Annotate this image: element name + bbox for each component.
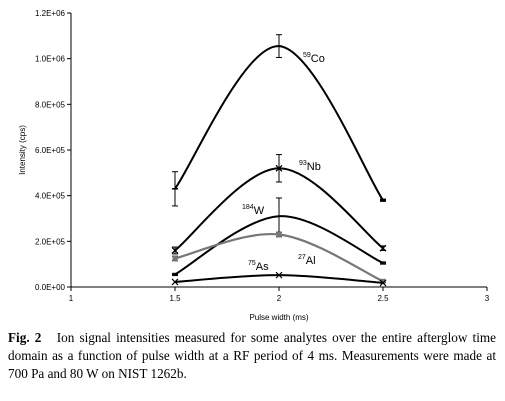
y-axis-title: Intensity (cps): [18, 125, 27, 175]
data-point-al: [172, 255, 178, 261]
data-point-as: [379, 279, 387, 287]
data-point-as: [171, 278, 179, 286]
data-point-nb: [275, 164, 283, 172]
figure-label: Fig. 2: [8, 330, 42, 345]
series-label-co: 59Co: [303, 52, 325, 65]
data-point-al: [276, 231, 282, 237]
x-tick-label: 1: [69, 294, 74, 303]
x-tick-label: 1.5: [169, 294, 181, 303]
plot-area: 1 1.5 2 2.5 3 0.0E+00 2.0E+05 4.0E+05 6.0E+05 8.0…: [35, 9, 490, 303]
x-tick-label: 3: [485, 294, 490, 303]
series-line-as: [174, 274, 384, 284]
chart: 1 1.5 2 2.5 3 0.0E+00 2.0E+05 4.0E+05 6.0E+05 8.0…: [18, 9, 490, 322]
data-point-nb: [171, 247, 179, 254]
x-tick-label: 2: [277, 294, 282, 303]
data-point-al: [380, 278, 386, 284]
y-tick-label: 6.0E+05: [35, 146, 66, 155]
series-label-nb: 93Nb: [299, 160, 321, 173]
y-tick-label: 1.0E+06: [35, 55, 66, 64]
y-tick-label: 2.0E+05: [35, 237, 66, 246]
series-label-al: 27Al: [298, 254, 316, 267]
data-point-nb: [379, 244, 387, 252]
y-tick-label: 1.2E+06: [35, 9, 66, 18]
x-tick-label: 2.5: [377, 294, 389, 303]
y-tick-label: 8.0E+05: [35, 100, 66, 109]
figure-caption: Fig. 2 Ion signal intensities measured f…: [8, 329, 496, 383]
y-tick-label: 0.0E+00: [35, 283, 66, 292]
x-axis-title: Pulse width (ms): [249, 313, 308, 322]
caption-text: Ion signal intensities measured for some…: [8, 330, 496, 381]
series-label-w: 184W: [242, 204, 265, 217]
data-point-as: [275, 271, 283, 279]
y-tick-label: 4.0E+05: [35, 192, 66, 201]
series-label-as: 75As: [248, 260, 269, 273]
